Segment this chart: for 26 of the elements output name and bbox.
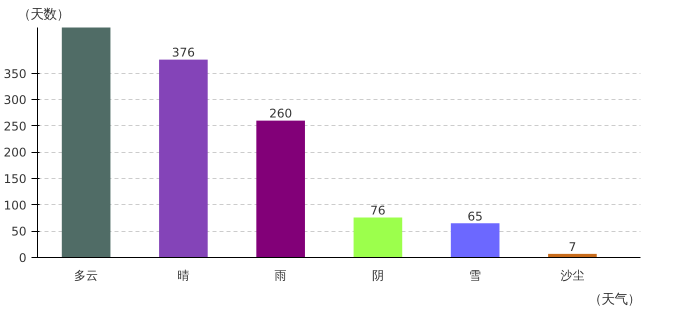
x-tick-label: 阴	[372, 268, 384, 282]
bar	[354, 218, 402, 258]
x-tick-label: 晴	[177, 268, 190, 282]
y-tick-label: 250	[4, 119, 26, 134]
y-tick-label: 200	[4, 146, 26, 160]
x-tick-label: 多云	[74, 268, 98, 282]
bar	[256, 120, 305, 258]
x-tick-label: 雨	[274, 268, 287, 282]
bar	[62, 28, 110, 258]
y-tick-label: 150	[4, 172, 26, 186]
bar	[159, 60, 208, 258]
data-label: 65	[468, 209, 483, 224]
y-tick-label: 100	[4, 198, 26, 212]
x-axis-title: （天气）	[588, 292, 640, 308]
y-axis-title: （天数）	[18, 8, 70, 22]
data-label: 7	[568, 240, 576, 254]
data-label: 260	[269, 106, 292, 121]
bar	[450, 223, 500, 258]
y-tick-label: 50	[11, 224, 27, 239]
x-tick-label: 沙尘	[560, 268, 584, 282]
y-tick-label: 0	[18, 251, 27, 265]
data-label: 376	[172, 46, 195, 60]
x-tick-label: 雪	[469, 268, 482, 282]
data-label: 76	[370, 204, 386, 218]
y-tick-label: 300	[4, 93, 26, 108]
y-tick-label: 350	[4, 66, 26, 81]
